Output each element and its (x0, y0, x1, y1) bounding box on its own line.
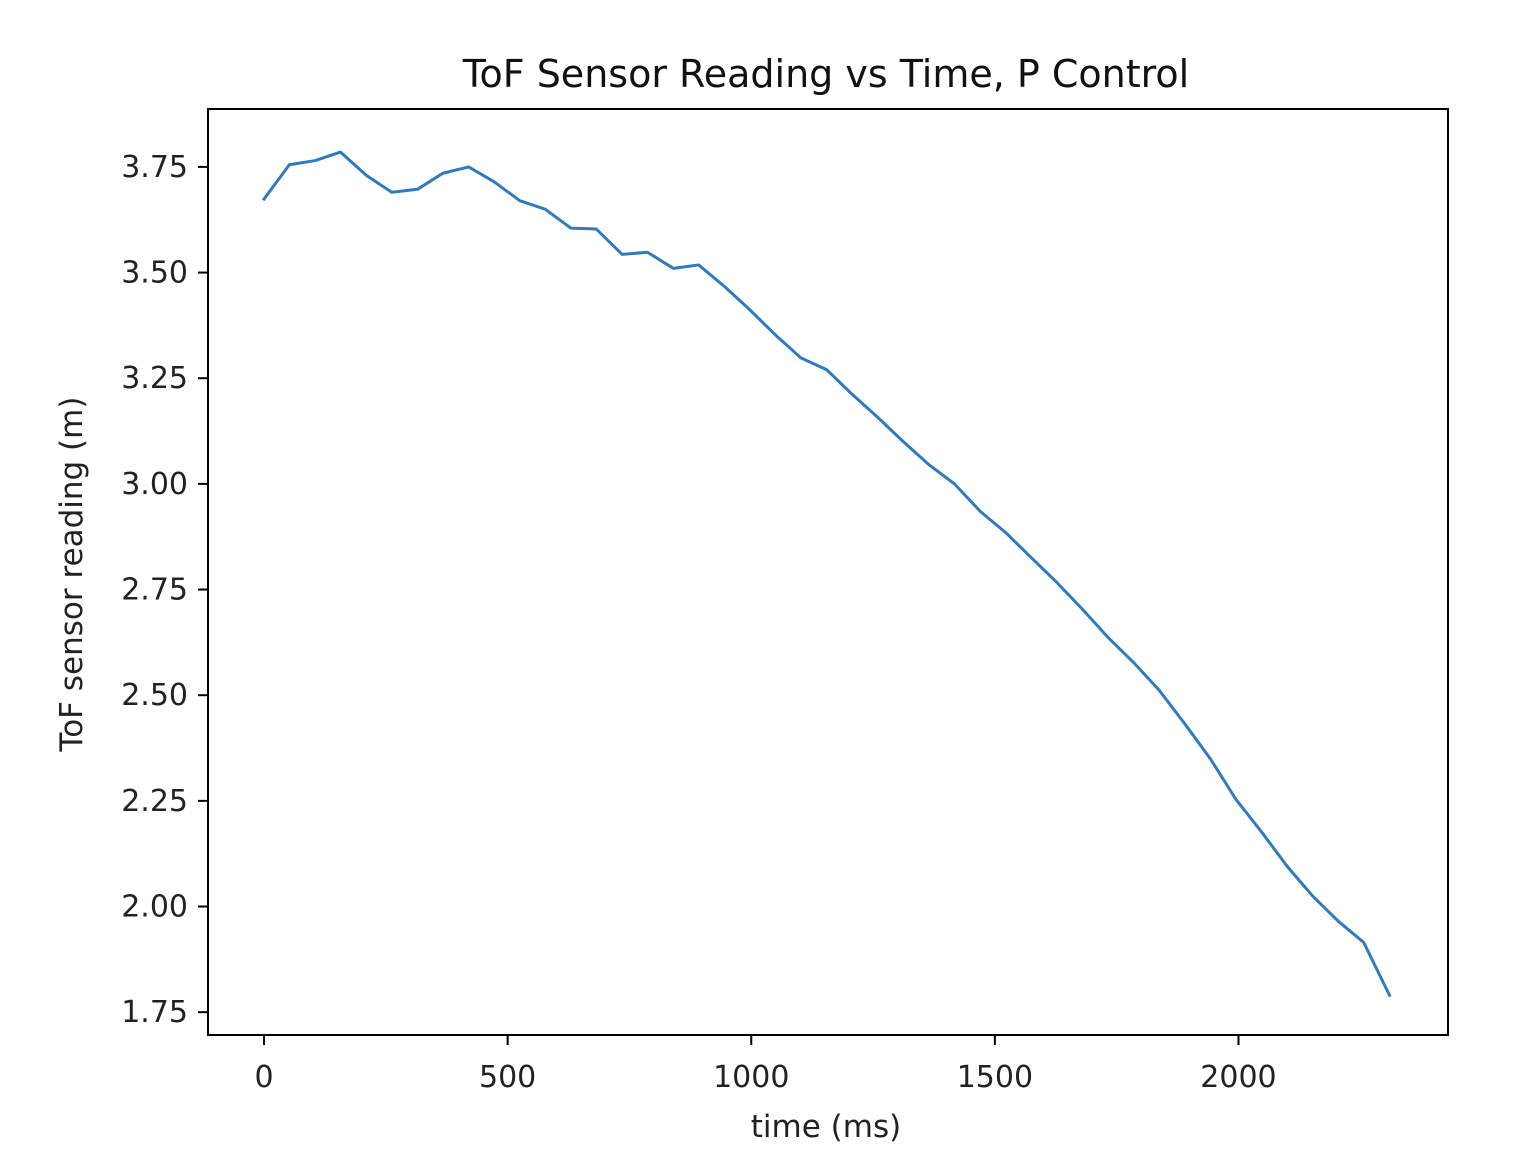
x-axis-ticks: 0 500 1000 1500 2000 (254, 1035, 1277, 1095)
axes-frame (207, 108, 1449, 1036)
y-tick-label: 2.00 (121, 890, 188, 925)
y-tick-label: 3.00 (121, 467, 188, 502)
x-axis-label: time (ms) (751, 1109, 901, 1145)
x-tick-label: 500 (479, 1060, 536, 1095)
chart-title: ToF Sensor Reading vs Time, P Control (462, 52, 1189, 96)
y-axis-label: ToF sensor reading (m) (54, 397, 90, 753)
x-tick-label: 2000 (1200, 1060, 1276, 1095)
y-tick-label: 3.75 (121, 150, 188, 185)
x-tick-label: 1000 (713, 1060, 789, 1095)
y-tick-label: 2.25 (121, 784, 188, 819)
series-line-0 (261, 150, 1392, 998)
y-tick-label: 3.50 (121, 256, 188, 291)
x-tick-label: 1500 (957, 1060, 1033, 1095)
y-axis-ticks: 1.75 2.00 2.25 2.50 2.75 3.00 3.25 3.50 3.75 (121, 150, 208, 1030)
x-tick-label: 0 (254, 1060, 273, 1095)
plot-area (261, 150, 1392, 998)
y-tick-label: 2.75 (121, 573, 188, 608)
y-tick-label: 3.25 (121, 361, 188, 396)
y-tick-label: 1.75 (121, 995, 188, 1030)
y-tick-label: 2.50 (121, 678, 188, 713)
